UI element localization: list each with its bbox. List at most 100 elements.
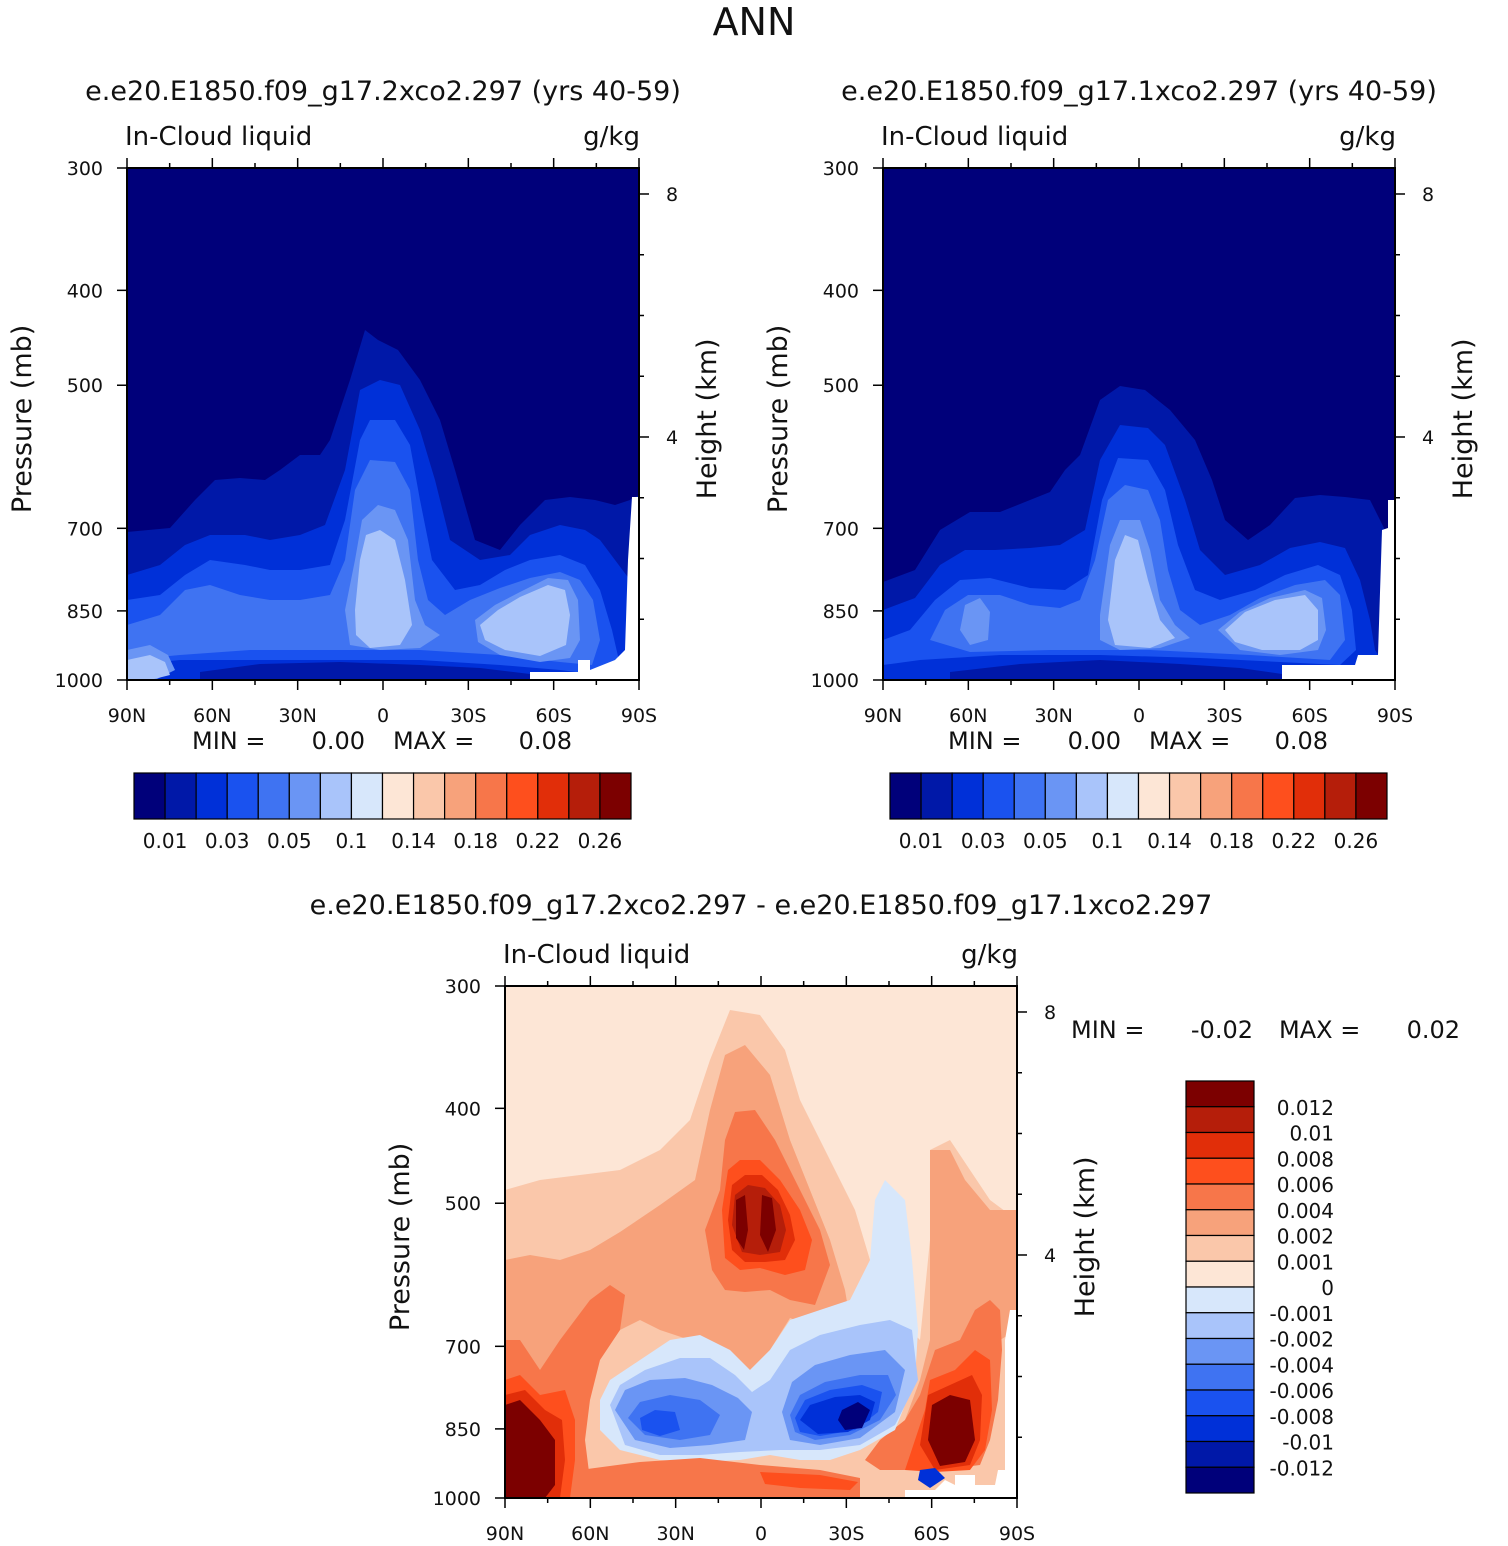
x-tick-label: 0 [377, 705, 389, 727]
y-tick-label: 500 [67, 375, 103, 397]
colorbar-box [1168, 772, 1202, 820]
colorbar-label: 0.01 [1289, 1122, 1334, 1146]
missing-data-right [1282, 500, 1395, 680]
y-tick-label: 400 [67, 280, 103, 302]
height-tick-label: 8 [666, 184, 678, 206]
colorbar-box [1262, 772, 1295, 820]
colorbar-box [1185, 1080, 1255, 1108]
y2-axis-label: Height (km) [1448, 338, 1479, 499]
colorbar-label: 0.22 [1272, 829, 1317, 853]
y2-axis-label: Height (km) [1070, 1156, 1101, 1317]
panel-3-units: g/kg [961, 940, 1018, 970]
panel-2-contour-field [883, 168, 1395, 680]
height-tick-label: 8 [1422, 184, 1434, 206]
panel-2-max-label: MAX = [1149, 727, 1230, 755]
colorbar-box [1185, 1260, 1255, 1288]
colorbar-box [1044, 772, 1077, 820]
panel-3-min-value: -0.02 [1191, 1016, 1253, 1044]
colorbar-box [444, 772, 477, 820]
colorbar-box [1185, 1286, 1255, 1314]
panel-1-min-label: MIN = [192, 727, 265, 755]
colorbar-box [1185, 1234, 1255, 1262]
low-level-band [200, 662, 530, 680]
colorbar-box [1075, 772, 1109, 820]
x-tick-label: 60N [193, 705, 231, 727]
panel-2-colorbar: 0.01 0.03 0.05 0.1 0.14 0.18 0.22 0.26 [889, 772, 1388, 853]
colorbar-box [599, 772, 632, 820]
colorbar-box [982, 772, 1015, 820]
diff-band-0p012 [736, 1195, 776, 1252]
colorbar-label: 0.006 [1277, 1173, 1334, 1197]
y-tick-label: 1000 [55, 670, 103, 692]
y-tick-label: 850 [67, 601, 103, 623]
colorbar-box [1200, 772, 1233, 820]
x-tick-label: 90S [621, 705, 657, 727]
panel-2-max-value: 0.08 [1275, 727, 1328, 755]
colorbar-label: 0.26 [578, 829, 623, 853]
diff-band-neg0p012 [838, 1402, 870, 1430]
y-tick-label: 850 [445, 1419, 481, 1441]
panel-1-axes: 90N 60N 30N 0 30S 60S 90S 300 400 500 700 850 1000 8 4… [7, 158, 723, 727]
colorbar-box [226, 772, 259, 820]
colorbar-box [920, 772, 953, 820]
missing-data-bottom [530, 672, 580, 680]
colorbar-box [1185, 1337, 1255, 1365]
low-level-band [950, 660, 1282, 680]
colorbar-label: 0.05 [1023, 829, 1068, 853]
colorbar-label: -0.001 [1270, 1302, 1334, 1326]
y-tick-label: 850 [823, 601, 859, 623]
contour-band-8 [355, 530, 412, 648]
colorbar-label: 0.14 [1147, 829, 1192, 853]
colorbar-box [1185, 1131, 1255, 1159]
contour-band-8 [1108, 535, 1175, 648]
colorbar-box [1231, 772, 1264, 820]
colorbar-label: 0.05 [267, 829, 312, 853]
panel-2-units: g/kg [1339, 122, 1396, 152]
colorbar-box [889, 772, 922, 820]
colorbar-box [1293, 772, 1326, 820]
colorbar-label: 0.03 [205, 829, 250, 853]
diff-band-0p012-right [928, 1395, 975, 1466]
y-tick-label: 300 [67, 158, 103, 180]
colorbar-label: 0 [1321, 1276, 1334, 1300]
height-tick-label: 4 [666, 427, 678, 449]
x-tick-label: 0 [755, 1523, 767, 1545]
panel-1-title: e.e20.E1850.f09_g17.2xco2.297 (yrs 40-59… [85, 76, 681, 107]
colorbar-label: 0.14 [391, 829, 436, 853]
colorbar-label: -0.004 [1270, 1353, 1334, 1377]
colorbar-label: 0.18 [1209, 829, 1254, 853]
y-tick-label: 400 [445, 1098, 481, 1120]
colorbar-box [475, 772, 508, 820]
panel-3: e.e20.E1850.f09_g17.2xco2.297 - e.e20.E1… [310, 890, 1460, 1545]
panel-1-contour-field [127, 168, 639, 680]
y-tick-label: 1000 [811, 670, 859, 692]
x-tick-label: 0 [1133, 705, 1145, 727]
panel-2-variable: In-Cloud liquid [881, 122, 1068, 152]
x-tick-label: 60S [1292, 705, 1328, 727]
colorbar-label: 0.18 [453, 829, 498, 853]
panel-1-colorbar: 0.01 0.03 0.05 0.1 0.14 0.18 0.22 0.26 [133, 772, 632, 853]
diff-band-neg-surface [918, 1468, 945, 1488]
x-tick-label: 90N [108, 705, 146, 727]
colorbar-box [288, 772, 321, 820]
colorbar-label: -0.01 [1282, 1431, 1334, 1455]
panel-2-title: e.e20.E1850.f09_g17.1xco2.297 (yrs 40-59… [841, 76, 1437, 107]
panel-2: e.e20.E1850.f09_g17.1xco2.297 (yrs 40-59… [763, 76, 1479, 853]
y-tick-label: 700 [67, 518, 103, 540]
colorbar-label: -0.006 [1270, 1379, 1334, 1403]
y-tick-label: 300 [823, 158, 859, 180]
panel-1-max-value: 0.08 [519, 727, 572, 755]
colorbar-box [350, 772, 384, 820]
colorbar-box [319, 772, 353, 820]
x-tick-label: 60N [571, 1523, 609, 1545]
panel-2-min-value: 0.00 [1068, 727, 1121, 755]
y-tick-label: 700 [445, 1336, 481, 1358]
colorbar-box [164, 772, 197, 820]
panel-2-min-label: MIN = [948, 727, 1021, 755]
panel-2-axes: 90N 60N 30N 0 30S 60S 90S 300 400 500 700 850 1000 8 4… [763, 158, 1479, 727]
colorbar-label: 0.01 [899, 829, 944, 853]
panel-3-max-value: 0.02 [1407, 1016, 1460, 1044]
colorbar-box [1324, 772, 1357, 820]
colorbar-box [195, 772, 228, 820]
